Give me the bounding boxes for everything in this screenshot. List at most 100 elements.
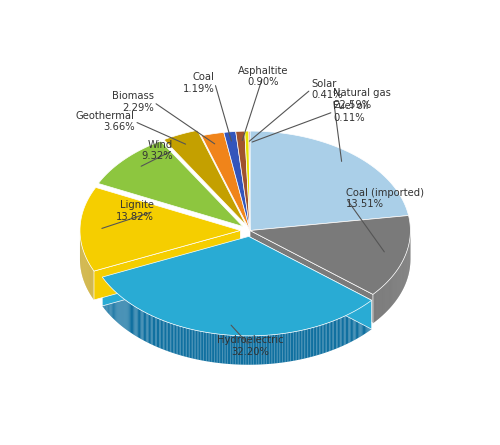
Text: Biomass
2.29%: Biomass 2.29% <box>112 91 154 113</box>
Polygon shape <box>102 236 372 336</box>
Polygon shape <box>356 310 357 340</box>
Polygon shape <box>272 335 273 364</box>
Polygon shape <box>250 336 252 365</box>
Polygon shape <box>273 335 274 364</box>
Polygon shape <box>338 319 339 348</box>
Polygon shape <box>343 316 344 346</box>
Polygon shape <box>245 131 250 231</box>
Polygon shape <box>248 336 250 365</box>
Polygon shape <box>144 312 145 341</box>
Polygon shape <box>204 332 205 361</box>
Polygon shape <box>348 314 350 343</box>
Polygon shape <box>237 336 238 364</box>
Polygon shape <box>335 320 336 349</box>
Polygon shape <box>112 289 113 319</box>
Polygon shape <box>315 327 316 356</box>
Polygon shape <box>308 328 309 358</box>
Polygon shape <box>142 311 144 340</box>
Polygon shape <box>109 285 110 315</box>
Polygon shape <box>214 334 216 363</box>
Polygon shape <box>280 334 281 363</box>
Polygon shape <box>322 324 324 354</box>
Polygon shape <box>176 325 178 355</box>
Polygon shape <box>218 334 220 363</box>
Polygon shape <box>198 331 199 360</box>
Polygon shape <box>133 305 134 335</box>
Polygon shape <box>331 321 332 351</box>
Polygon shape <box>250 131 408 231</box>
Polygon shape <box>150 315 152 344</box>
Polygon shape <box>340 317 342 347</box>
Polygon shape <box>252 336 254 365</box>
Polygon shape <box>199 331 200 360</box>
Polygon shape <box>362 306 363 336</box>
Polygon shape <box>246 336 247 365</box>
Polygon shape <box>330 322 331 351</box>
Polygon shape <box>342 317 343 346</box>
Polygon shape <box>248 236 372 329</box>
Text: Asphaltite
0.90%: Asphaltite 0.90% <box>238 66 288 87</box>
Polygon shape <box>310 328 312 357</box>
Polygon shape <box>284 333 286 362</box>
Polygon shape <box>182 327 184 356</box>
Polygon shape <box>351 312 352 342</box>
Polygon shape <box>178 326 179 355</box>
Polygon shape <box>222 335 224 364</box>
Polygon shape <box>298 331 300 360</box>
Text: Geothermal
3.66%: Geothermal 3.66% <box>76 111 134 132</box>
Polygon shape <box>190 329 191 358</box>
Polygon shape <box>206 332 208 361</box>
Polygon shape <box>320 325 321 355</box>
Polygon shape <box>344 316 346 345</box>
Polygon shape <box>358 308 360 338</box>
Polygon shape <box>152 316 154 346</box>
Polygon shape <box>158 319 160 348</box>
Polygon shape <box>234 336 235 364</box>
Polygon shape <box>108 284 109 314</box>
Polygon shape <box>126 301 128 331</box>
Polygon shape <box>192 330 194 359</box>
Polygon shape <box>242 336 244 365</box>
Polygon shape <box>309 328 310 357</box>
Polygon shape <box>118 295 120 324</box>
Text: Wind
9.32%: Wind 9.32% <box>142 140 173 161</box>
Polygon shape <box>162 320 164 349</box>
Polygon shape <box>314 327 315 356</box>
Polygon shape <box>216 334 218 363</box>
Polygon shape <box>132 305 133 334</box>
Polygon shape <box>328 322 330 352</box>
Text: Hydroelectric
32.20%: Hydroelectric 32.20% <box>216 335 284 357</box>
Polygon shape <box>202 133 250 231</box>
Polygon shape <box>324 324 325 353</box>
Polygon shape <box>306 329 308 358</box>
Polygon shape <box>244 336 246 365</box>
Polygon shape <box>255 336 256 364</box>
Polygon shape <box>281 334 282 363</box>
Polygon shape <box>175 325 176 354</box>
Polygon shape <box>294 332 295 361</box>
Polygon shape <box>236 131 250 231</box>
Polygon shape <box>347 314 348 344</box>
Polygon shape <box>185 328 186 357</box>
Polygon shape <box>357 309 358 339</box>
Polygon shape <box>370 300 372 330</box>
Text: Natural gas
22.59%: Natural gas 22.59% <box>334 88 392 110</box>
Polygon shape <box>339 318 340 348</box>
Polygon shape <box>149 314 150 344</box>
Polygon shape <box>103 278 104 308</box>
Polygon shape <box>270 335 272 364</box>
Polygon shape <box>326 323 328 352</box>
Polygon shape <box>146 313 148 343</box>
Polygon shape <box>364 305 365 335</box>
Polygon shape <box>230 335 232 364</box>
Polygon shape <box>116 293 117 323</box>
Polygon shape <box>336 319 338 348</box>
Polygon shape <box>224 131 250 231</box>
Polygon shape <box>288 333 289 362</box>
Polygon shape <box>139 309 140 339</box>
Polygon shape <box>221 334 222 364</box>
Polygon shape <box>258 336 260 364</box>
Polygon shape <box>366 303 368 333</box>
Polygon shape <box>254 336 255 365</box>
Polygon shape <box>228 335 229 364</box>
